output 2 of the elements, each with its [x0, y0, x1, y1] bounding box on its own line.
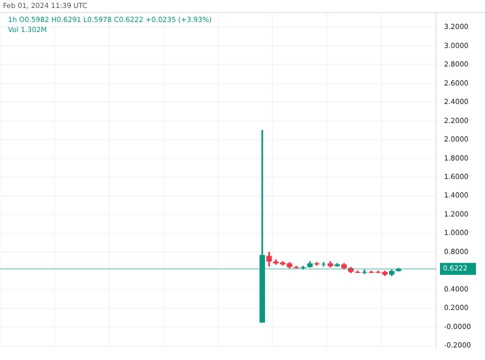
candlestick	[362, 270, 368, 274]
candlestick	[320, 262, 326, 267]
